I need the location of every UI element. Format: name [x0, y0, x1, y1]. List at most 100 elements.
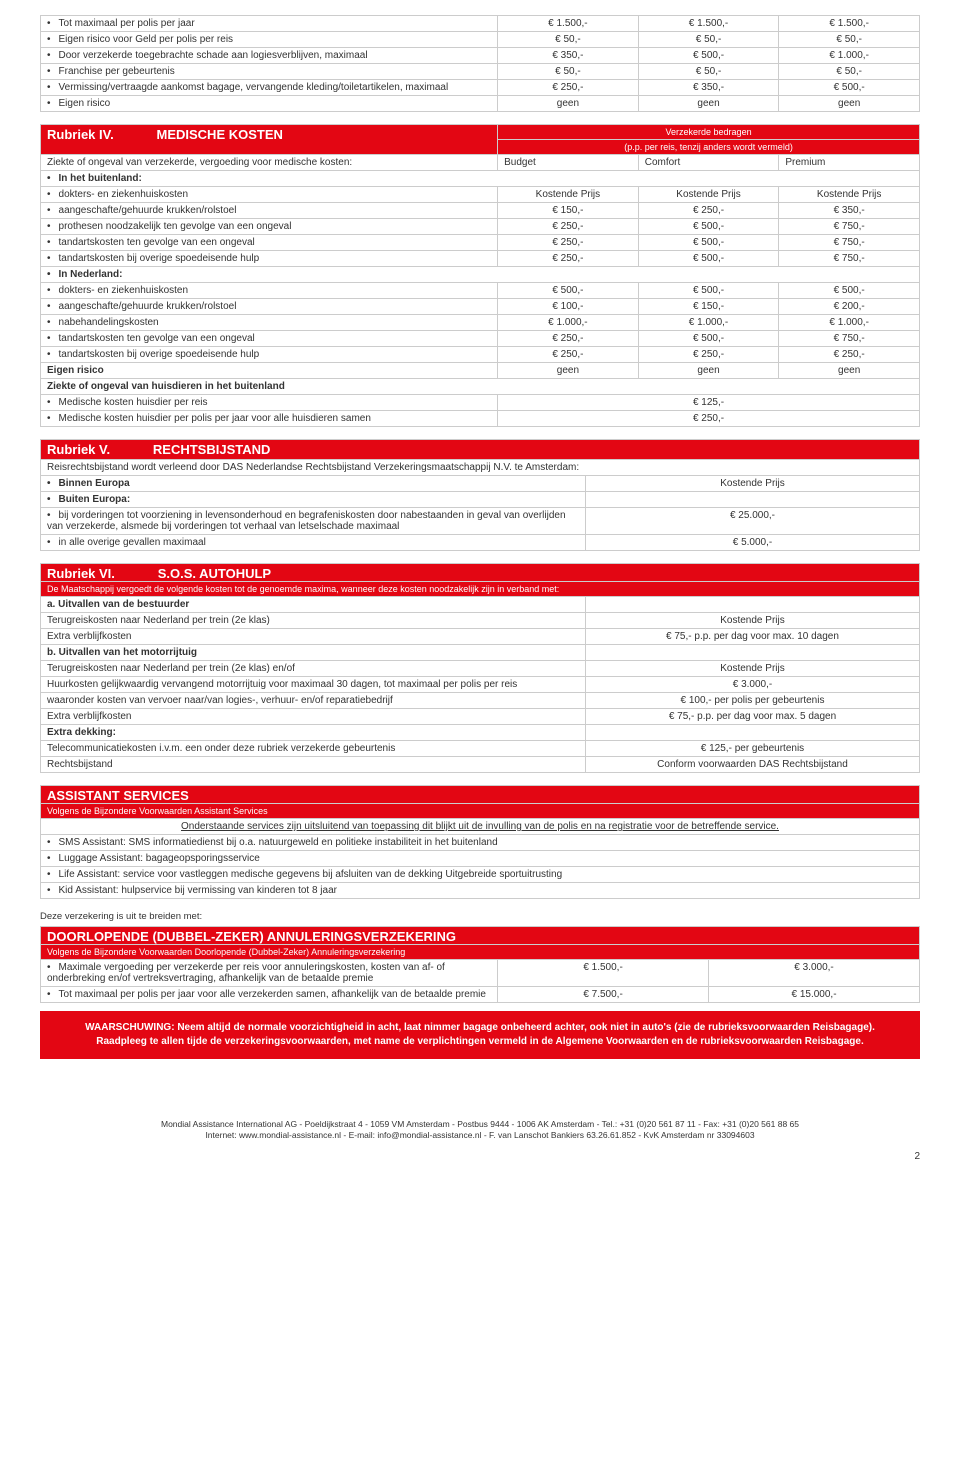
table-row: Telecommunicatiekosten i.v.m. een onder … [41, 741, 920, 757]
table-row: dokters- en ziekenhuiskosten Kostende Pr… [41, 187, 920, 203]
table-row: Tot maximaal per polis per jaar voor all… [41, 987, 920, 1003]
row-val-a: geen [498, 363, 639, 379]
table-row: a. Uitvallen van de bestuurder [41, 597, 920, 613]
rubriek-vi-table: Rubriek VI. S.O.S. AUTOHULP De Maatschap… [40, 563, 920, 773]
row-label: Extra verblijfkosten [41, 629, 586, 645]
table-row: tandartskosten ten gevolge van een ongev… [41, 331, 920, 347]
row-label: Rechtsbijstand [41, 757, 586, 773]
row-label: tandartskosten bij overige spoedeisende … [41, 251, 498, 267]
row-label: Extra verblijfkosten [41, 709, 586, 725]
row-label: Life Assistant: service voor vastleggen … [41, 867, 920, 883]
table-row: Luggage Assistant: bagageopsporingsservi… [41, 851, 920, 867]
row-val-b: € 250,- [638, 347, 779, 363]
row-label: Huurkosten gelijkwaardig vervangend moto… [41, 677, 586, 693]
assistant-title: ASSISTANT SERVICES [41, 786, 920, 804]
row-label: b. Uitvallen van het motorrijtuig [41, 645, 586, 661]
row-val-a: € 250,- [498, 347, 639, 363]
top-table-grid: Tot maximaal per polis per jaar € 1.500,… [40, 15, 920, 112]
table-row: Medische kosten huisdier per reis € 125,… [41, 395, 920, 411]
row-val-b: € 1.000,- [638, 315, 779, 331]
rubriek-v-label: Rubriek V. [47, 442, 110, 457]
row-label: dokters- en ziekenhuiskosten [41, 187, 498, 203]
top-table: Tot maximaal per polis per jaar € 1.500,… [40, 15, 920, 112]
row-val: € 25.000,- [585, 508, 919, 535]
table-row: Vermissing/vertraagde aankomst bagage, v… [41, 80, 920, 96]
row-label: Ziekte of ongeval van huisdieren in het … [41, 379, 920, 395]
row-label: Terugreiskosten naar Nederland per trein… [41, 613, 586, 629]
doorlopende-title: DOORLOPENDE (DUBBEL-ZEKER) ANNULERINGSVE… [41, 927, 920, 945]
page-number: 2 [40, 1151, 920, 1162]
rubriek-v-title: RECHTSBIJSTAND [153, 442, 271, 457]
row-label: dokters- en ziekenhuiskosten [41, 283, 498, 299]
footer: Mondial Assistance International AG - Po… [40, 1119, 920, 1141]
rubriek-iv-title: MEDISCHE KOSTEN [157, 127, 283, 142]
row-label: SMS Assistant: SMS informatiedienst bij … [41, 835, 920, 851]
table-row: In het buitenland: [41, 171, 920, 187]
table-row: Eigen risico geen geen geen [41, 96, 920, 112]
table-row: aangeschafte/gehuurde krukken/rolstoel €… [41, 203, 920, 219]
rubriek-v: Rubriek V. RECHTSBIJSTAND Reisrechtsbijs… [40, 439, 920, 551]
doorlopende-table: DOORLOPENDE (DUBBEL-ZEKER) ANNULERINGSVE… [40, 926, 920, 1003]
table-row: aangeschafte/gehuurde krukken/rolstoel €… [41, 299, 920, 315]
row-label: In Nederland: [41, 267, 920, 283]
table-row: b. Uitvallen van het motorrijtuig [41, 645, 920, 661]
row-label: Tot maximaal per polis per jaar [41, 16, 498, 32]
row-val-b: € 500,- [638, 219, 779, 235]
row-val: € 250,- [498, 411, 920, 427]
rubriek-vi-title: S.O.S. AUTOHULP [158, 566, 271, 581]
row-val: Kostende Prijs [585, 661, 919, 677]
row-label: Eigen risico [41, 363, 498, 379]
row-label: aangeschafte/gehuurde krukken/rolstoel [41, 203, 498, 219]
table-row: SMS Assistant: SMS informatiedienst bij … [41, 835, 920, 851]
row-label: Maximale vergoeding per verzekerde per r… [41, 960, 498, 987]
row-label: Door verzekerde toegebrachte schade aan … [41, 48, 498, 64]
row-val-c: € 750,- [779, 219, 920, 235]
row-label: Buiten Europa: [41, 492, 586, 508]
row-val-c: € 50,- [779, 64, 920, 80]
row-label: in alle overige gevallen maximaal [41, 535, 586, 551]
row-val-c: geen [779, 363, 920, 379]
table-row: In Nederland: [41, 267, 920, 283]
row-val-a: € 1.000,- [498, 315, 639, 331]
row-label: Eigen risico voor Geld per polis per rei… [41, 32, 498, 48]
row-label: Extra dekking: [41, 725, 586, 741]
table-row: waaronder kosten van vervoer naar/van lo… [41, 693, 920, 709]
row-val-a: € 100,- [498, 299, 639, 315]
assistant-note: Onderstaande services zijn uitsluitend v… [41, 819, 920, 835]
rubriek-iv-sub1: Verzekerde bedragen [498, 125, 920, 140]
assistant-table: ASSISTANT SERVICES Volgens de Bijzondere… [40, 785, 920, 899]
table-row: Extra dekking: [41, 725, 920, 741]
row-label: Eigen risico [41, 96, 498, 112]
row-val-c: € 350,- [779, 203, 920, 219]
table-row: Binnen Europa Kostende Prijs [41, 476, 920, 492]
row-val: Kostende Prijs [585, 476, 919, 492]
rubriek-v-table: Rubriek V. RECHTSBIJSTAND Reisrechtsbijs… [40, 439, 920, 551]
row-val-b: € 500,- [638, 283, 779, 299]
table-row: nabehandelingskosten € 1.000,- € 1.000,-… [41, 315, 920, 331]
row-val-a: € 7.500,- [498, 987, 709, 1003]
table-row: Buiten Europa: [41, 492, 920, 508]
row-label: prothesen noodzakelijk ten gevolge van e… [41, 219, 498, 235]
footer-line-2: Internet: www.mondial-assistance.nl - E-… [40, 1130, 920, 1141]
table-row: prothesen noodzakelijk ten gevolge van e… [41, 219, 920, 235]
table-row: Medische kosten huisdier per polis per j… [41, 411, 920, 427]
table-row: Rechtsbijstand Conform voorwaarden DAS R… [41, 757, 920, 773]
row-label: Telecommunicatiekosten i.v.m. een onder … [41, 741, 586, 757]
table-row: in alle overige gevallen maximaal € 5.00… [41, 535, 920, 551]
row-val [585, 725, 919, 741]
row-val-b: € 50,- [638, 32, 779, 48]
row-label: tandartskosten bij overige spoedeisende … [41, 347, 498, 363]
row-val-c: € 1.500,- [779, 16, 920, 32]
row-label: Terugreiskosten naar Nederland per trein… [41, 661, 586, 677]
row-val-b: € 1.500,- [638, 16, 779, 32]
row-val: € 125,- [498, 395, 920, 411]
row-val-c: € 200,- [779, 299, 920, 315]
rubriek-iv: Rubriek IV. MEDISCHE KOSTEN Verzekerde b… [40, 124, 920, 427]
table-row: Terugreiskosten naar Nederland per trein… [41, 661, 920, 677]
table-row: Huurkosten gelijkwaardig vervangend moto… [41, 677, 920, 693]
row-label: tandartskosten ten gevolge van een ongev… [41, 235, 498, 251]
row-val-a: € 250,- [498, 251, 639, 267]
row-val-b: € 500,- [638, 235, 779, 251]
table-row: tandartskosten bij overige spoedeisende … [41, 251, 920, 267]
doorlopende: DOORLOPENDE (DUBBEL-ZEKER) ANNULERINGSVE… [40, 926, 920, 1059]
